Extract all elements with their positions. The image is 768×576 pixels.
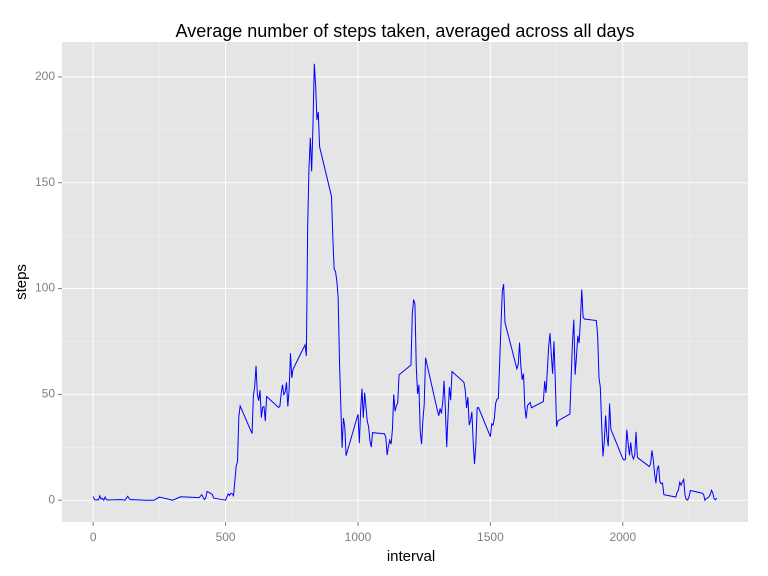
x-tick-label: 500 (216, 530, 236, 544)
x-tick-label: 1000 (345, 530, 372, 544)
y-axis-title: steps (13, 264, 30, 300)
plot-panel (62, 42, 748, 522)
y-tick-label: 150 (35, 175, 55, 189)
data-line (92, 63, 718, 502)
y-tick-label: 200 (35, 69, 55, 83)
y-tick-label: 100 (35, 281, 55, 295)
y-tick-label: 50 (42, 387, 56, 401)
x-tick-label: 1500 (477, 530, 504, 544)
y-tick-label: 0 (48, 492, 55, 506)
x-axis-title: interval (387, 548, 435, 565)
x-tick-label: 2000 (609, 530, 636, 544)
x-tick-label: 0 (90, 530, 97, 544)
chart-title: Average number of steps taken, averaged … (176, 21, 635, 41)
